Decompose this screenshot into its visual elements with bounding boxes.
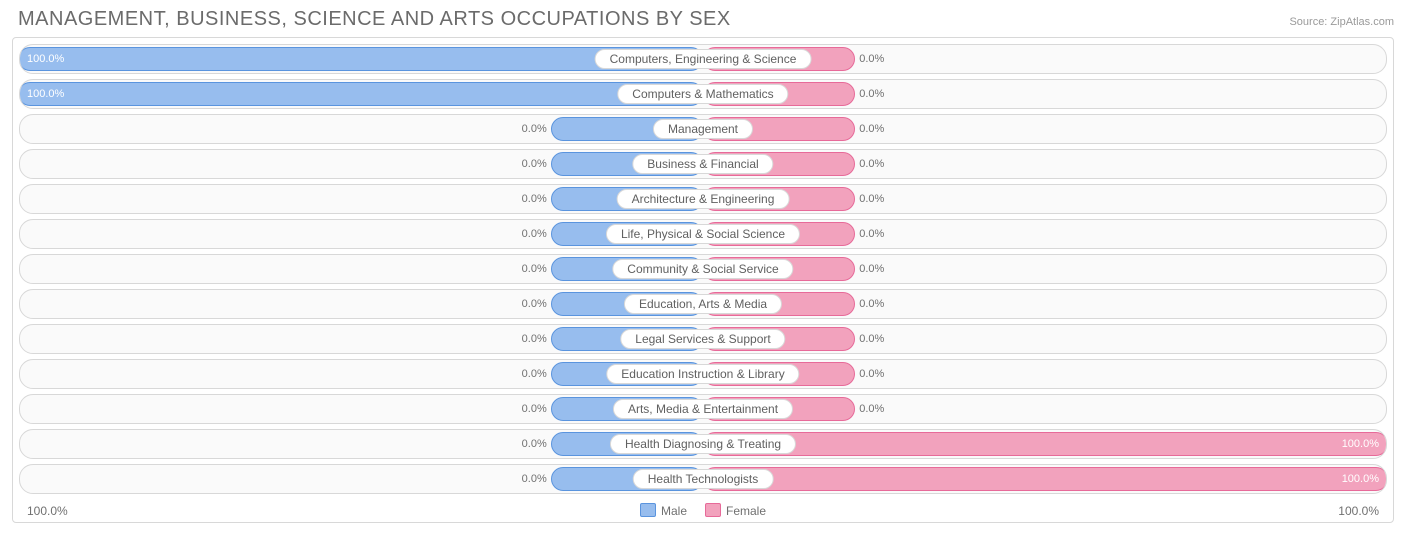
male-value: 100.0% <box>27 53 64 65</box>
chart-title: MANAGEMENT, BUSINESS, SCIENCE AND ARTS O… <box>18 8 731 31</box>
chart-row: 0.0% 100.0% Health Diagnosing & Treating <box>19 429 1387 459</box>
chart-row: 0.0% 0.0% Arts, Media & Entertainment <box>19 394 1387 424</box>
x-axis: 100.0% Male Female 100.0% <box>19 499 1387 518</box>
chart-row: 0.0% 0.0% Education Instruction & Library <box>19 359 1387 389</box>
legend-male: Male <box>640 503 687 518</box>
male-value: 0.0% <box>522 298 547 310</box>
chart-row: 0.0% 0.0% Business & Financial <box>19 149 1387 179</box>
female-bar: 100.0% <box>703 432 1387 456</box>
chart-row: 0.0% 0.0% Legal Services & Support <box>19 324 1387 354</box>
female-value: 0.0% <box>859 53 884 65</box>
male-value: 0.0% <box>522 158 547 170</box>
category-label: Business & Financial <box>632 154 773 174</box>
category-label: Life, Physical & Social Science <box>606 224 800 244</box>
female-value: 0.0% <box>859 158 884 170</box>
female-value: 0.0% <box>859 298 884 310</box>
female-value: 0.0% <box>859 333 884 345</box>
male-value: 0.0% <box>522 123 547 135</box>
category-label: Health Diagnosing & Treating <box>610 434 796 454</box>
category-label: Legal Services & Support <box>620 329 785 349</box>
female-bar: 100.0% <box>703 467 1387 491</box>
occupations-by-sex-chart: 100.0% 0.0% Computers, Engineering & Scien… <box>12 37 1394 523</box>
category-label: Community & Social Service <box>612 259 793 279</box>
category-label: Computers & Mathematics <box>617 84 788 104</box>
male-value: 0.0% <box>522 228 547 240</box>
chart-row: 0.0% 100.0% Health Technologists <box>19 464 1387 494</box>
male-value: 0.0% <box>522 473 547 485</box>
category-label: Computers, Engineering & Science <box>595 49 812 69</box>
female-value: 100.0% <box>1342 438 1379 450</box>
chart-row: 0.0% 0.0% Management <box>19 114 1387 144</box>
legend: Male Female <box>640 503 766 518</box>
female-value: 0.0% <box>859 368 884 380</box>
female-value: 0.0% <box>859 228 884 240</box>
male-value: 0.0% <box>522 368 547 380</box>
female-value: 0.0% <box>859 263 884 275</box>
chart-row: 100.0% 0.0% Computers, Engineering & Scien… <box>19 44 1387 74</box>
category-label: Health Technologists <box>633 469 774 489</box>
axis-left-label: 100.0% <box>27 504 68 518</box>
category-label: Education, Arts & Media <box>624 294 782 314</box>
female-value: 0.0% <box>859 403 884 415</box>
category-label: Arts, Media & Entertainment <box>613 399 793 419</box>
female-value: 0.0% <box>859 88 884 100</box>
chart-row: 0.0% 0.0% Life, Physical & Social Science <box>19 219 1387 249</box>
male-value: 0.0% <box>522 263 547 275</box>
male-value: 0.0% <box>522 333 547 345</box>
category-label: Education Instruction & Library <box>606 364 799 384</box>
category-label: Management <box>653 119 753 139</box>
male-value: 100.0% <box>27 88 64 100</box>
chart-row: 0.0% 0.0% Education, Arts & Media <box>19 289 1387 319</box>
category-label: Architecture & Engineering <box>617 189 790 209</box>
chart-row: 100.0% 0.0% Computers & Mathematics <box>19 79 1387 109</box>
male-swatch-icon <box>640 503 656 517</box>
female-value: 0.0% <box>859 193 884 205</box>
male-bar: 100.0% <box>19 82 703 106</box>
chart-row: 0.0% 0.0% Architecture & Engineering <box>19 184 1387 214</box>
chart-row: 0.0% 0.0% Community & Social Service <box>19 254 1387 284</box>
male-value: 0.0% <box>522 438 547 450</box>
male-value: 0.0% <box>522 403 547 415</box>
header: MANAGEMENT, BUSINESS, SCIENCE AND ARTS O… <box>18 8 1394 31</box>
male-value: 0.0% <box>522 193 547 205</box>
legend-female: Female <box>705 503 766 518</box>
female-value: 0.0% <box>859 123 884 135</box>
axis-right-label: 100.0% <box>1338 504 1379 518</box>
female-value: 100.0% <box>1342 473 1379 485</box>
female-swatch-icon <box>705 503 721 517</box>
source-attribution: Source: ZipAtlas.com <box>1289 16 1394 28</box>
